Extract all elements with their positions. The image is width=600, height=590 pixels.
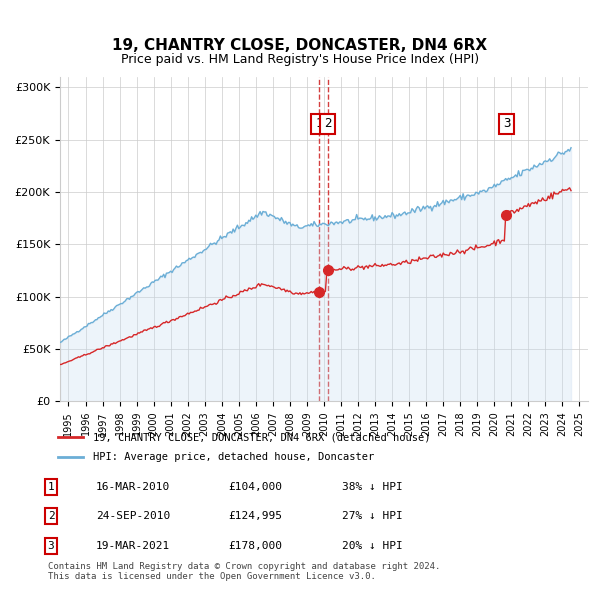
Text: 2: 2 bbox=[47, 512, 55, 521]
Text: £104,000: £104,000 bbox=[228, 482, 282, 491]
Text: £124,995: £124,995 bbox=[228, 512, 282, 521]
Text: 2: 2 bbox=[324, 117, 332, 130]
Text: Price paid vs. HM Land Registry's House Price Index (HPI): Price paid vs. HM Land Registry's House … bbox=[121, 53, 479, 66]
Text: 16-MAR-2010: 16-MAR-2010 bbox=[96, 482, 170, 491]
Text: HPI: Average price, detached house, Doncaster: HPI: Average price, detached house, Donc… bbox=[94, 452, 374, 461]
Text: 27% ↓ HPI: 27% ↓ HPI bbox=[342, 512, 403, 521]
Text: 1: 1 bbox=[47, 482, 55, 491]
Text: 19, CHANTRY CLOSE, DONCASTER, DN4 6RX: 19, CHANTRY CLOSE, DONCASTER, DN4 6RX bbox=[112, 38, 488, 53]
Text: £178,000: £178,000 bbox=[228, 541, 282, 550]
Text: 20% ↓ HPI: 20% ↓ HPI bbox=[342, 541, 403, 550]
Text: 3: 3 bbox=[503, 117, 510, 130]
Text: 38% ↓ HPI: 38% ↓ HPI bbox=[342, 482, 403, 491]
Text: 19, CHANTRY CLOSE, DONCASTER, DN4 6RX (detached house): 19, CHANTRY CLOSE, DONCASTER, DN4 6RX (d… bbox=[94, 432, 431, 442]
Text: 1: 1 bbox=[315, 117, 323, 130]
Text: 3: 3 bbox=[47, 541, 55, 550]
Text: 24-SEP-2010: 24-SEP-2010 bbox=[96, 512, 170, 521]
Text: Contains HM Land Registry data © Crown copyright and database right 2024.
This d: Contains HM Land Registry data © Crown c… bbox=[48, 562, 440, 581]
Text: 19-MAR-2021: 19-MAR-2021 bbox=[96, 541, 170, 550]
